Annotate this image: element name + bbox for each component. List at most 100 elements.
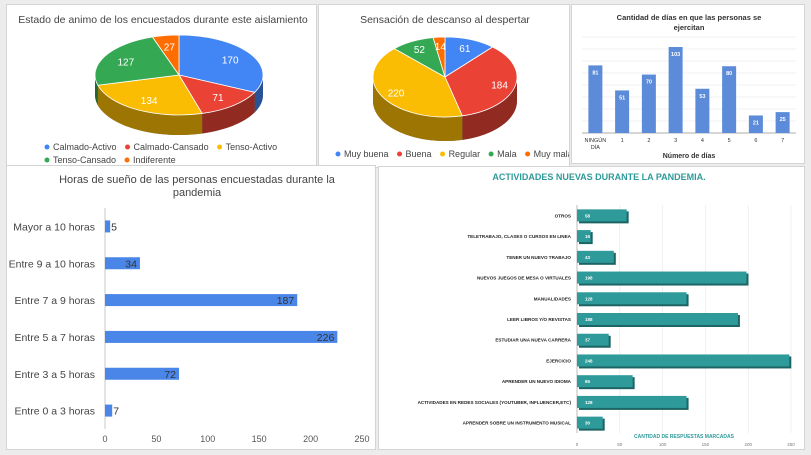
legend-marker — [44, 144, 50, 150]
legend-label: Buena — [406, 149, 432, 159]
pie-value-label: 220 — [388, 88, 405, 99]
x-tick-label: 150 — [252, 434, 267, 444]
y-tick-label: EJERCICIO — [546, 358, 571, 363]
pie-slice-tenso-activo — [97, 74, 203, 116]
data-label: 248 — [585, 358, 593, 363]
legend-label: Tenso-Activo — [226, 142, 278, 152]
bar — [695, 88, 710, 133]
pie-slice-indiferente — [151, 34, 180, 77]
y-tick-label: OTROS — [555, 213, 571, 218]
chart-title-line2: pandemia — [173, 187, 222, 199]
y-tick-label: ESTUDIAR UNA NUEVA CARRERA — [495, 338, 571, 343]
pie-slice-side — [95, 75, 98, 106]
bar — [577, 230, 591, 243]
x-tick-label: 5 — [728, 138, 731, 144]
data-label: 188 — [585, 317, 593, 322]
pie-value-label: 52 — [414, 45, 426, 56]
bar — [105, 257, 140, 270]
pie-slice-side — [373, 77, 463, 141]
bar — [615, 90, 630, 133]
x-tick-label: 150 — [702, 442, 710, 447]
x-tick-label: 100 — [659, 442, 667, 447]
legend-label: Tenso-Cansado — [53, 155, 116, 165]
bar — [577, 375, 633, 388]
pie-value-label: 127 — [117, 57, 134, 68]
bar — [775, 112, 790, 133]
y-tick-label: MANUALIDADES — [534, 296, 571, 301]
x-tick-label: 7 — [781, 138, 784, 144]
x-tick-label: 0 — [576, 442, 579, 447]
data-label: 81 — [592, 70, 598, 76]
bar — [588, 65, 603, 133]
legend-label: Indiferente — [133, 155, 176, 165]
bar — [577, 209, 627, 222]
x-tick-label: 0 — [102, 434, 107, 444]
chart-title: Sensación de descanso al despertar — [360, 14, 530, 26]
legend-label: Muy mala — [534, 149, 570, 159]
pie-chart-animo-panel: Estado de animo de los encuestados duran… — [6, 4, 317, 168]
pie-slice-buena — [444, 46, 518, 117]
x-tick-label: 2 — [647, 138, 650, 144]
y-tick-label: Entre 0 a 3 horas — [14, 406, 95, 418]
bar — [577, 271, 747, 284]
data-label: 34 — [125, 258, 137, 270]
pie-chart-animo: Estado de animo de los encuestados duran… — [18, 14, 308, 165]
x-tick-label: 3 — [674, 138, 677, 144]
data-label: 51 — [619, 95, 625, 101]
legend-marker — [335, 151, 341, 157]
data-label: 103 — [671, 52, 680, 58]
data-label: 25 — [780, 117, 786, 123]
pie-chart-descanso: Sensación de descanso al despertar 61 184 2… — [335, 14, 570, 159]
x-tick-label: 200 — [744, 442, 752, 447]
pie-value-label: 134 — [141, 96, 158, 107]
data-label: 70 — [646, 80, 652, 86]
bar — [748, 115, 763, 133]
pie-value-label: 27 — [164, 43, 176, 54]
legend-label: Mala — [497, 149, 517, 159]
data-label: 5 — [111, 221, 117, 233]
x-tick-label: 6 — [754, 138, 757, 144]
x-tick-label: 1 — [621, 138, 624, 144]
hbar-chart-sueno-panel: Horas de sueño de las personas encuestad… — [6, 165, 376, 450]
legend-marker — [124, 157, 130, 163]
bar — [577, 395, 687, 408]
legend-marker — [44, 157, 50, 163]
bar — [577, 333, 609, 346]
bar — [577, 354, 790, 367]
pie-slice-side — [202, 92, 255, 134]
pie-slice-muy-mala — [432, 36, 446, 78]
pie-slice-side — [97, 85, 203, 135]
bar — [577, 250, 614, 263]
pie-value-label: 184 — [491, 80, 508, 91]
legend-label: Muy buena — [344, 149, 389, 159]
pie-slice-tenso-cansado — [94, 36, 180, 86]
y-tick-label: APRENDER UN NUEVO IDIOMA — [502, 379, 572, 384]
data-label: 7 — [113, 406, 119, 418]
data-label: 65 — [585, 379, 591, 384]
data-label: 187 — [277, 295, 295, 307]
data-label: 80 — [726, 71, 732, 77]
y-tick-label: Entre 3 a 5 horas — [14, 369, 95, 381]
bar — [105, 367, 180, 380]
legend-marker — [125, 144, 131, 150]
hbar-chart-actividades: ACTIVIDADES NUEVAS DURANTE LA PANDEMIA. 0… — [418, 172, 796, 447]
legend-label: Regular — [449, 149, 481, 159]
x-tick-label: 50 — [617, 442, 623, 447]
y-tick-label: TENER UN NUEVO TRABAJO — [506, 255, 571, 260]
pie-value-label: 14 — [435, 42, 447, 53]
bar — [577, 292, 687, 305]
y-tick-label: ACTIVIDADES EN REDES SOCIALES (YOUTUBER,… — [418, 400, 572, 405]
data-label: 128 — [585, 400, 593, 405]
chart-title: Cantidad de días en que las personas se — [617, 13, 762, 22]
y-tick-label: LEER LIBROS Y/O REVISTAS — [507, 317, 571, 322]
x-tick-label: 250 — [787, 442, 795, 447]
x-tick-label: NINGÚN — [585, 137, 607, 144]
y-tick-label: TELETRABAJO, CLASES O CURSOS EN LINEA — [467, 234, 571, 239]
x-tick-label: 4 — [701, 138, 704, 144]
bar — [641, 74, 656, 133]
legend-label: Calmado-Activo — [53, 142, 117, 152]
data-label: 72 — [164, 369, 176, 381]
bar — [577, 313, 738, 325]
x-axis-title: CANTIDAD DE RESPUESTAS MARCADAS — [634, 434, 735, 440]
legend-marker — [440, 151, 446, 157]
